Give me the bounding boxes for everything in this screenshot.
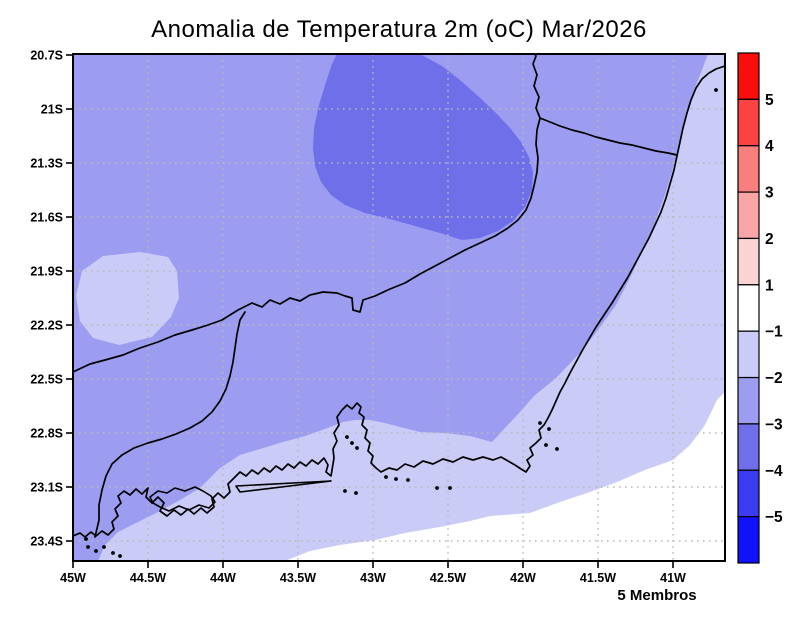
colorbar-segment->5 (737, 52, 760, 100)
small-island-dot (94, 549, 98, 553)
lat-label-22.5S: 22.5S (30, 373, 63, 387)
colorbar-label--4: −4 (765, 463, 783, 480)
region-anomaly-0-to--1-white (285, 392, 725, 561)
small-island-dot (547, 427, 551, 431)
small-island-dot (714, 88, 718, 92)
colorbar-segment-<-5 (737, 516, 760, 564)
colorbar-label--3: −3 (765, 416, 783, 433)
small-island-dot (350, 441, 354, 445)
lat-label-22.8S: 22.8S (30, 427, 63, 441)
small-island-dot (394, 477, 398, 481)
small-island-dot (435, 486, 439, 490)
colorbar-segment--1to1 (737, 284, 760, 332)
lat-label-21.6S: 21.6S (30, 211, 63, 225)
grid-layer (73, 54, 725, 561)
lon-label-45W: 45W (60, 571, 86, 585)
island-outlines (149, 480, 332, 512)
colorbar-label--2: −2 (765, 370, 783, 387)
state-borders (73, 54, 678, 538)
colorbar-label-5: 5 (765, 92, 774, 109)
colorbar-segment-1to2 (737, 237, 760, 286)
small-island-dot (343, 489, 347, 493)
lon-label-44W: 44W (210, 571, 236, 585)
lon-label-41.5W: 41.5W (580, 571, 616, 585)
lon-label-43W: 43W (360, 571, 386, 585)
small-island-dot (111, 551, 115, 555)
small-island-dot (86, 545, 90, 549)
colorbar-segment-4to5 (737, 98, 760, 147)
small-island-dot (384, 475, 388, 479)
colorbar-label-2: 2 (765, 231, 774, 248)
lat-label-21.3S: 21.3S (30, 157, 63, 171)
lon-label-44.5W: 44.5W (130, 571, 166, 585)
region-west-pocket--1-to--2 (76, 252, 179, 345)
colorbar-segment--5to-4 (737, 469, 760, 518)
small-island-dot (345, 435, 349, 439)
lon-label-42.5W: 42.5W (430, 571, 466, 585)
region-anomaly-core--3-to--4 (313, 54, 533, 240)
map-frame-rect (72, 53, 726, 562)
colorbar-segment-3to4 (737, 145, 760, 193)
ensemble-members-label: 5 Membros (617, 587, 696, 604)
colorbar-label-1: 1 (765, 277, 774, 294)
small-island-dot (448, 486, 452, 490)
lat-label-20.7S: 20.7S (30, 49, 63, 63)
colorbar-segment--2to-1 (737, 330, 760, 379)
colorbar-label--1: −1 (765, 324, 783, 341)
small-island-dot (406, 478, 410, 482)
region-anomaly--2-to--3 (73, 54, 708, 561)
lat-label-23.1S: 23.1S (30, 481, 63, 495)
axis-layer: 20.7S 21S 21.3S 21.6S 21.9S 22.2S 22.5S 22.8S 23… (30, 49, 686, 586)
contour-fill-layer (73, 54, 725, 561)
small-island-dot (84, 537, 88, 541)
lon-label-42W: 42W (510, 571, 536, 585)
coastline-border-layer (73, 54, 725, 558)
small-island-dot (355, 446, 359, 450)
colorbar: 5 4 3 2 1 −1 −2 −3 −4 −5 (737, 52, 783, 564)
colorbar-label-4: 4 (765, 138, 774, 155)
coastline (73, 65, 725, 538)
small-island-dot (538, 421, 542, 425)
lat-label-21S: 21S (41, 103, 63, 117)
small-island-dot (544, 443, 548, 447)
colorbar-label-3: 3 (765, 185, 774, 202)
small-island-dot (102, 545, 106, 549)
lat-label-22.2S: 22.2S (30, 319, 63, 333)
colorbar-label--5: −5 (765, 509, 783, 526)
colorbar-segment--3to-2 (737, 376, 760, 425)
colorbar-segment-2to3 (737, 191, 760, 240)
chart-title: Anomalia de Temperatura 2m (oC) Mar/2026 (151, 16, 647, 43)
small-island-dot (118, 554, 122, 558)
lon-label-43.5W: 43.5W (280, 571, 316, 585)
small-island-dot (354, 491, 358, 495)
lat-label-23.4S: 23.4S (30, 535, 63, 549)
colorbar-segment--4to-3 (737, 423, 760, 471)
lat-label-21.9S: 21.9S (30, 265, 63, 279)
map-frame (72, 53, 726, 562)
small-island-dot (555, 447, 559, 451)
lon-label-41W: 41W (660, 571, 686, 585)
